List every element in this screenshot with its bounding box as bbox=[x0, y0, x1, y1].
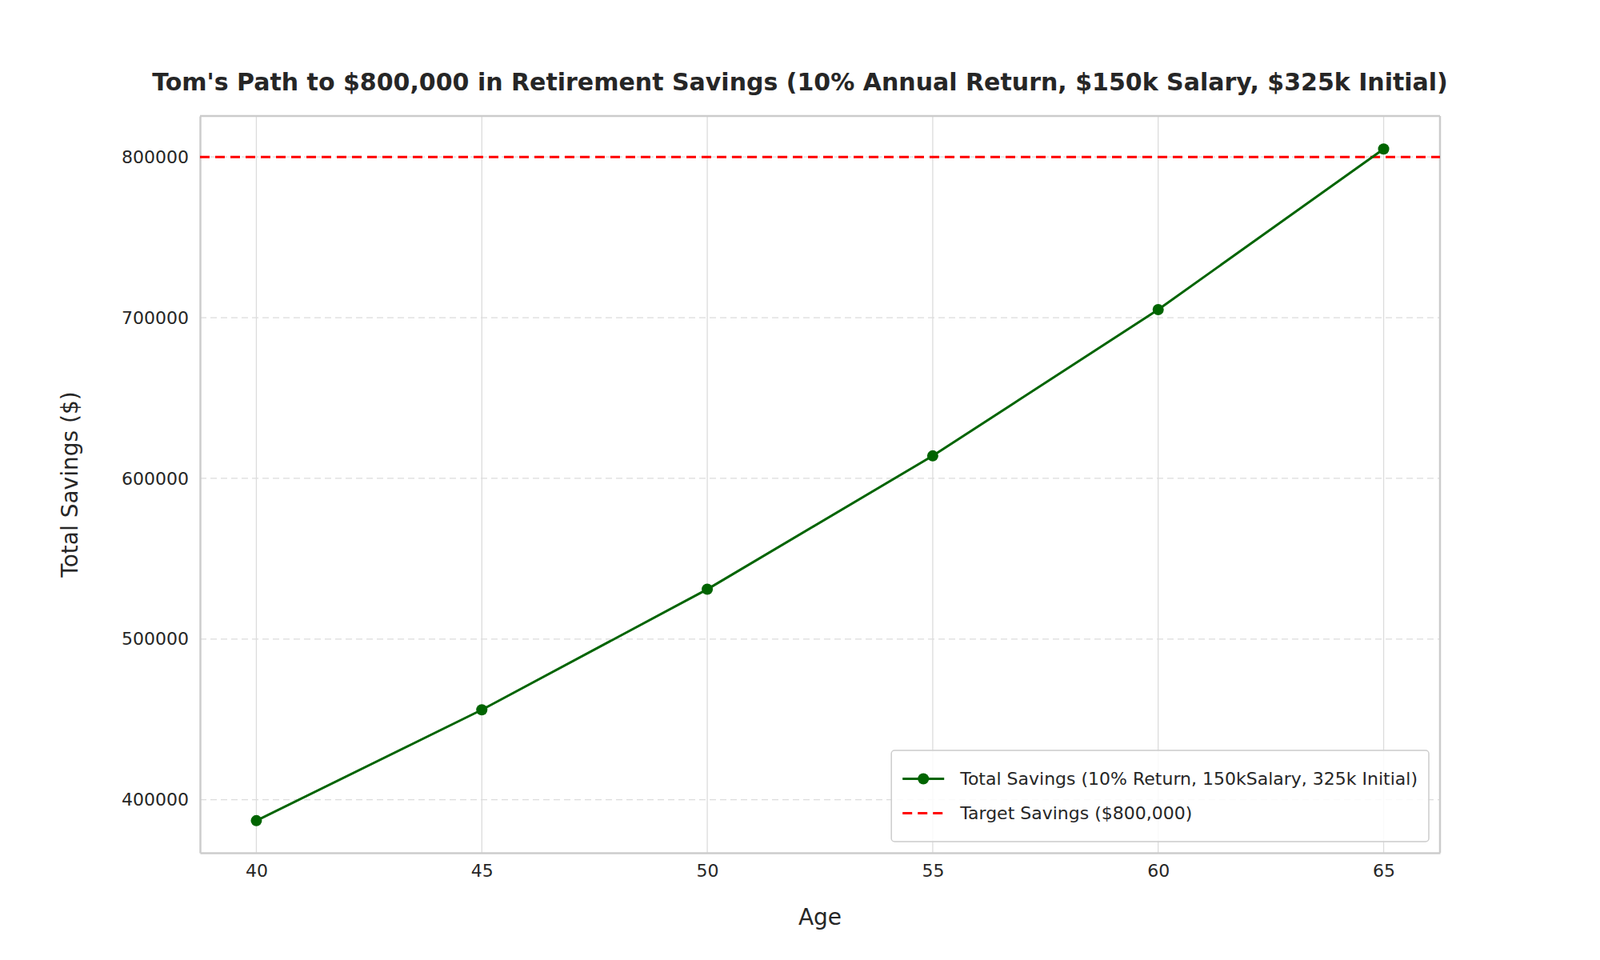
series-marker bbox=[250, 815, 262, 827]
tick-label: 55 bbox=[921, 860, 944, 881]
y-grid-line bbox=[200, 316, 1440, 318]
tick: 45 bbox=[471, 852, 494, 881]
legend: Total Savings (10% Return, 150kSalary, 3… bbox=[891, 750, 1429, 842]
tick-label: 400000 bbox=[121, 789, 189, 810]
y-grid-line bbox=[200, 477, 1440, 479]
legend-label: Total Savings (10% Return, 150kSalary, 3… bbox=[959, 768, 1418, 789]
grid bbox=[200, 116, 1440, 853]
y-grid-line bbox=[200, 156, 1440, 158]
legend-swatch bbox=[902, 812, 944, 815]
tick: 800000 bbox=[121, 147, 200, 168]
series-marker bbox=[701, 584, 713, 596]
target-line bbox=[200, 156, 1440, 159]
tick-label: 45 bbox=[471, 860, 494, 881]
plot-area bbox=[200, 143, 1440, 827]
tick-label: 800000 bbox=[121, 147, 189, 168]
title: Tom's Path to $800,000 in Retirement Sav… bbox=[152, 68, 1448, 96]
tick: 50 bbox=[696, 852, 720, 881]
legend-label: Target Savings ($800,000) bbox=[959, 803, 1192, 824]
tick-label: 500000 bbox=[121, 628, 189, 649]
y-axis-label: Total Savings ($) bbox=[56, 391, 84, 578]
axis-line bbox=[199, 116, 202, 854]
frame-right bbox=[1439, 116, 1442, 853]
x-grid-line bbox=[256, 116, 257, 853]
y-grid-line bbox=[200, 638, 1440, 640]
tick: 60 bbox=[1147, 852, 1170, 881]
x-grid-line bbox=[706, 116, 708, 853]
x-grid-line bbox=[1383, 116, 1384, 853]
series-marker bbox=[927, 450, 939, 462]
tick: 40 bbox=[245, 852, 268, 881]
tick: 400000 bbox=[121, 789, 200, 810]
tick: 700000 bbox=[121, 308, 200, 328]
tick-label: 700000 bbox=[121, 308, 189, 328]
series-marker bbox=[1378, 143, 1390, 155]
legend-box bbox=[891, 750, 1429, 842]
axis-line bbox=[200, 852, 1441, 855]
tick: 500000 bbox=[121, 628, 200, 649]
tick-label: 60 bbox=[1147, 860, 1170, 881]
y-axis: 400000 500000 600000 700000 800000 bbox=[121, 116, 200, 854]
chart: 40 45 50 55 60 65 400000 500000 600000 700000 8000… bbox=[0, 0, 1600, 960]
series-line bbox=[256, 148, 1384, 821]
tick: 600000 bbox=[121, 468, 200, 489]
x-grid-line bbox=[932, 116, 933, 853]
series-marker bbox=[1152, 304, 1164, 316]
x-axis-label: Age bbox=[798, 904, 842, 931]
series-marker bbox=[476, 704, 488, 716]
frame-top bbox=[200, 115, 1440, 118]
tick-label: 40 bbox=[245, 860, 268, 881]
x-axis: 40 45 50 55 60 65 bbox=[200, 852, 1441, 881]
tick: 65 bbox=[1372, 852, 1396, 881]
tick-label: 50 bbox=[696, 860, 720, 881]
tick-label: 65 bbox=[1372, 860, 1396, 881]
legend-marker bbox=[917, 773, 929, 785]
tick: 55 bbox=[921, 852, 944, 881]
tick-label: 600000 bbox=[121, 468, 189, 489]
x-grid-line bbox=[1157, 116, 1159, 853]
x-grid-line bbox=[481, 116, 483, 853]
